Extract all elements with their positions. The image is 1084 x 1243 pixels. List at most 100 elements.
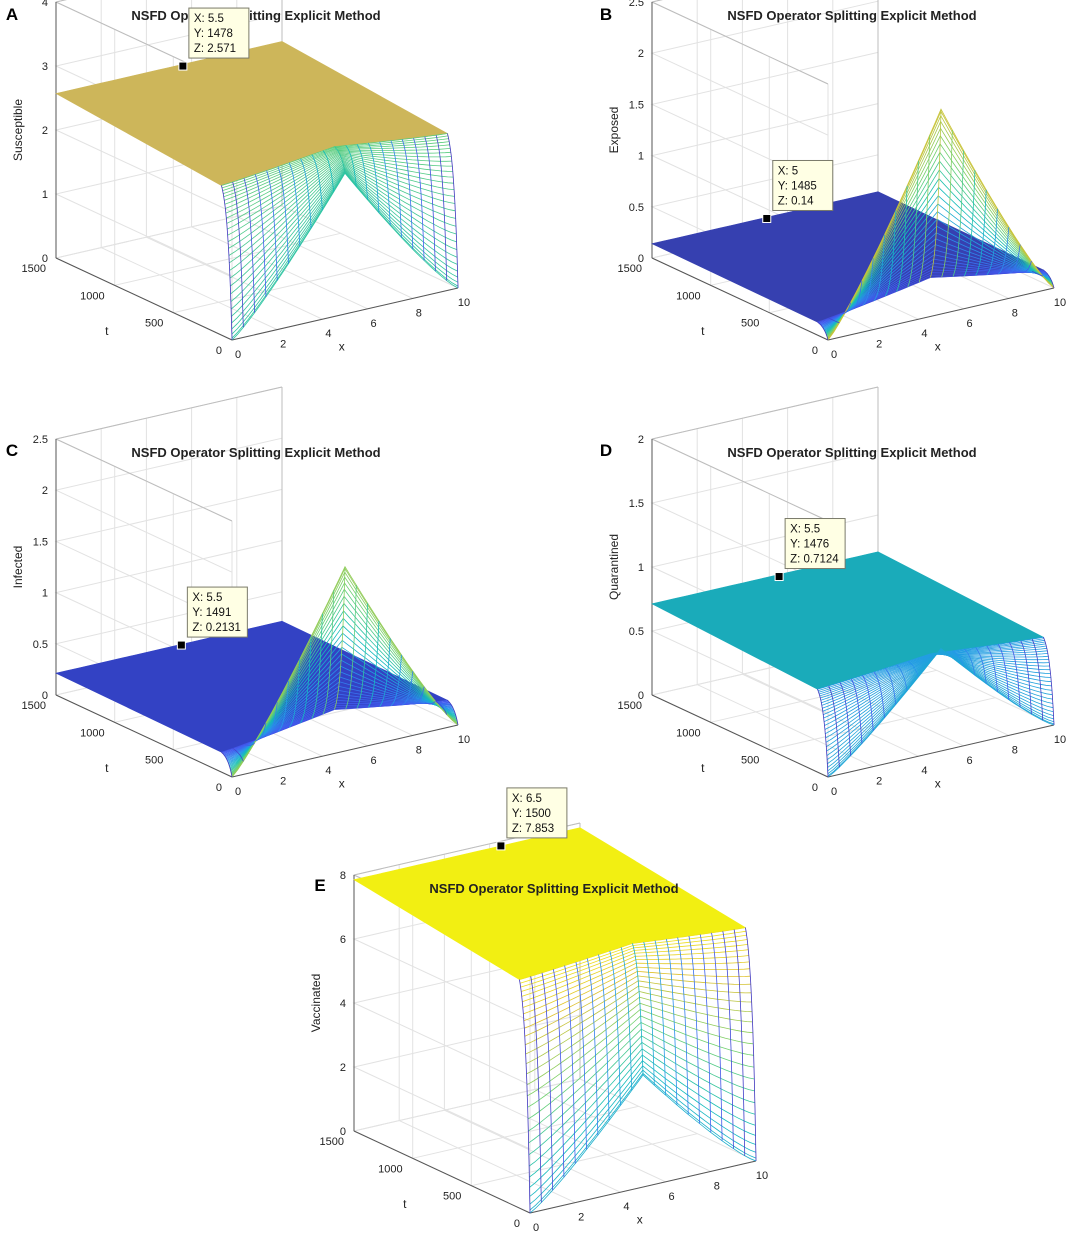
chart-title: NSFD Operator Splitting Explicit Method: [429, 881, 678, 896]
mesh-line-t: [827, 648, 1055, 778]
z-axis-label: Vaccinated: [309, 974, 323, 1032]
mesh-line-x: [311, 613, 323, 719]
mesh-line-x: [620, 947, 633, 1091]
mesh-line-x: [401, 139, 414, 250]
t-tick-label: 1000: [80, 290, 104, 302]
panel-letter: A: [6, 5, 18, 24]
z-tick-label: 2: [638, 434, 644, 446]
mesh-line-x: [367, 620, 380, 708]
mesh-line-x: [254, 174, 267, 297]
t-axis-label: t: [701, 324, 705, 338]
chart-title: NSFD Operator Splitting Explicit Method: [727, 445, 976, 460]
z-tick-label: 2: [340, 1062, 346, 1074]
mesh-line-x: [1009, 244, 1021, 274]
x-axis-label: x: [935, 340, 941, 354]
mesh-line-x: [884, 668, 897, 705]
mesh-line-x: [379, 638, 391, 707]
mesh-line-x: [288, 162, 301, 247]
surface: [55, 41, 459, 341]
x-axis-label: x: [339, 340, 345, 354]
mesh-line-x: [745, 927, 757, 1161]
datatip-marker: [774, 572, 784, 582]
mesh-line-x: [997, 227, 1010, 275]
x-tick-label: 4: [325, 765, 331, 777]
t-tick-label: 0: [216, 345, 222, 357]
mesh-line-x: [699, 934, 712, 1133]
mesh-line-x: [255, 723, 267, 741]
mesh-line-x: [232, 748, 244, 762]
mesh-line-x: [424, 701, 436, 705]
x-tick-label: 4: [623, 1201, 629, 1213]
z-gridline: [650, 51, 879, 187]
mesh-line-x: [435, 701, 448, 715]
datatip-box: [186, 586, 248, 638]
mesh-line-x: [643, 941, 655, 1086]
x-axis-line: [529, 1160, 757, 1214]
z-tick-label: 1: [42, 189, 48, 201]
mesh-line-x: [609, 950, 621, 1106]
mesh-line-x: [918, 657, 930, 664]
x-tick-label: 6: [967, 318, 973, 330]
mesh-line-x: [677, 937, 689, 1115]
x-tick-label: 8: [416, 307, 422, 319]
datatip-y-label: Y: 1491: [192, 607, 231, 619]
chart-title: NSFD Operator Splitting Explicit Method: [131, 8, 380, 23]
mesh-line-x: [975, 189, 987, 276]
mesh-line-x: [862, 675, 874, 731]
x-axis-label: x: [637, 1213, 643, 1227]
x-axis-label: x: [339, 777, 345, 791]
mesh-line-x: [447, 133, 459, 288]
z-tick-label: 1.5: [33, 536, 48, 548]
z-tick-label: 1: [42, 588, 48, 600]
x-tick-label: 6: [669, 1191, 675, 1203]
z-tick-label: 4: [42, 0, 48, 9]
x-tick-label: 2: [578, 1212, 584, 1224]
mesh-line-x: [541, 972, 554, 1191]
x-tick-label: 10: [458, 297, 470, 309]
surface: [55, 565, 459, 778]
x-tick-label: 0: [831, 786, 837, 798]
axes-box-edge: [55, 438, 233, 522]
t-tick-label: 0: [514, 1218, 520, 1230]
mesh-line-x: [402, 671, 414, 706]
mesh-line-x: [322, 150, 335, 192]
x-tick-label: 4: [921, 328, 927, 340]
z-tick-label: 0.5: [629, 626, 644, 638]
t-axis-label: t: [403, 1197, 407, 1211]
t-tick-label: 500: [741, 318, 759, 330]
datatip: X: 5.5 Y: 1476 Z: 0.7124: [774, 518, 846, 582]
z-tick-label: 1.5: [629, 99, 644, 111]
panel-letter: E: [314, 876, 325, 895]
mesh-line-x: [243, 742, 256, 746]
mesh-line-x: [243, 178, 256, 313]
x-tick-label: 10: [458, 734, 470, 746]
t-axis-label: t: [105, 761, 109, 775]
mesh-line-x: [907, 160, 919, 288]
mesh-line-x: [828, 685, 840, 768]
datatip-x-label: X: 5.5: [194, 13, 224, 25]
mesh-line-x: [817, 689, 829, 777]
x-tick-label: 0: [235, 349, 241, 361]
mesh-line-x: [941, 130, 953, 278]
t-axis-line: [651, 694, 829, 778]
t-tick-label: 1000: [676, 727, 700, 739]
mesh-line-x: [851, 280, 863, 310]
x-axis-line: [231, 724, 459, 778]
mesh-line-x: [654, 940, 667, 1096]
datatip-marker: [176, 640, 186, 650]
mesh-line-t: [529, 1072, 757, 1211]
chart-title: NSFD Operator Splitting Explicit Method: [131, 445, 380, 460]
surface: [651, 108, 1055, 341]
axes: [55, 439, 459, 778]
mesh-line-x: [530, 976, 542, 1203]
t-tick-label: 0: [216, 782, 222, 794]
t-tick-label: 1000: [676, 290, 700, 302]
mesh-line-x: [575, 961, 587, 1150]
mesh-line-x: [907, 660, 919, 677]
z-tick-label: 0: [42, 253, 48, 265]
mesh-line-x: [356, 144, 369, 200]
mesh-line-x: [975, 647, 987, 684]
chart-panel-C: C024681005001000150000.511.522.5xtInfect…: [6, 386, 470, 798]
datatip-x-label: X: 5.5: [790, 524, 820, 536]
